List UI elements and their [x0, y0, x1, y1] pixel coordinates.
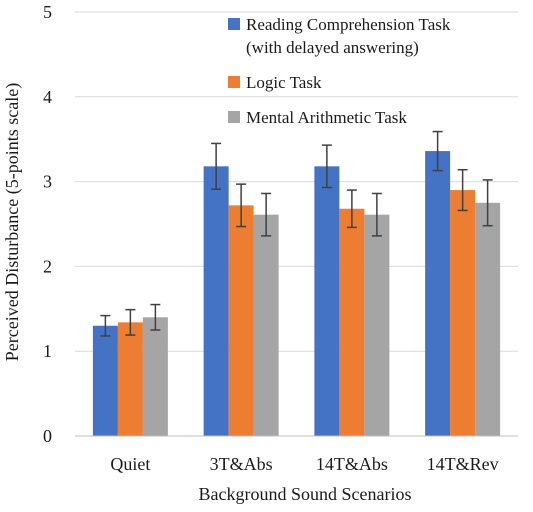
- error-bar: [261, 192, 272, 237]
- legend-label: Logic Task: [246, 73, 322, 92]
- bar: [450, 190, 476, 436]
- legend-swatch: [228, 18, 240, 30]
- bar: [253, 214, 279, 436]
- legend-item: Reading Comprehension Task (with delayed …: [228, 15, 451, 57]
- legend-swatch: [228, 76, 240, 88]
- y-axis-title: Perceived Disturbance (5-points scale): [2, 83, 23, 361]
- error-bar: [211, 142, 222, 190]
- bar: [425, 151, 451, 436]
- error-bar: [482, 179, 493, 227]
- legend: Reading Comprehension Task (with delayed …: [228, 15, 451, 127]
- y-tick-label: 3: [43, 172, 52, 192]
- x-tick-label: 14T&Abs: [316, 454, 388, 474]
- bar: [142, 317, 168, 436]
- y-tick-label: 0: [43, 426, 52, 446]
- bar: [228, 205, 254, 436]
- legend-label: Reading Comprehension Task: [246, 15, 451, 34]
- error-bar: [150, 303, 161, 331]
- error-bar: [236, 183, 247, 228]
- bar: [314, 166, 340, 436]
- bar: [117, 322, 143, 436]
- x-tick-label: 14T&Rev: [427, 454, 499, 474]
- error-bar: [371, 192, 382, 237]
- legend-label: Mental Arithmetic Task: [246, 108, 407, 127]
- y-tick-labels: 0 1 2 3 4 5: [43, 2, 52, 446]
- legend-item: Mental Arithmetic Task: [228, 108, 407, 127]
- error-bar: [100, 314, 111, 337]
- error-bar: [457, 168, 468, 212]
- x-axis-title: Background Sound Scenarios: [199, 484, 412, 504]
- legend-item: Logic Task: [228, 73, 322, 92]
- error-bar: [346, 189, 357, 229]
- error-bar: [125, 308, 136, 336]
- bars: [92, 151, 501, 436]
- bar: [475, 202, 501, 436]
- y-tick-label: 5: [43, 2, 52, 22]
- bar: [203, 166, 229, 436]
- x-tick-label: 3T&Abs: [210, 454, 273, 474]
- bar: [339, 208, 365, 436]
- x-tick-label: Quiet: [110, 454, 150, 474]
- error-bars: [100, 130, 493, 337]
- x-tick-labels: Quiet 3T&Abs 14T&Abs 14T&Rev: [110, 454, 498, 474]
- y-tick-label: 1: [43, 341, 52, 361]
- error-bar: [432, 130, 443, 172]
- y-tick-label: 2: [43, 256, 52, 276]
- y-tick-label: 4: [43, 87, 52, 107]
- legend-label: (with delayed answering): [246, 38, 419, 57]
- bar: [364, 214, 390, 436]
- bar: [92, 325, 118, 436]
- error-bar: [321, 144, 332, 189]
- legend-swatch: [228, 111, 240, 123]
